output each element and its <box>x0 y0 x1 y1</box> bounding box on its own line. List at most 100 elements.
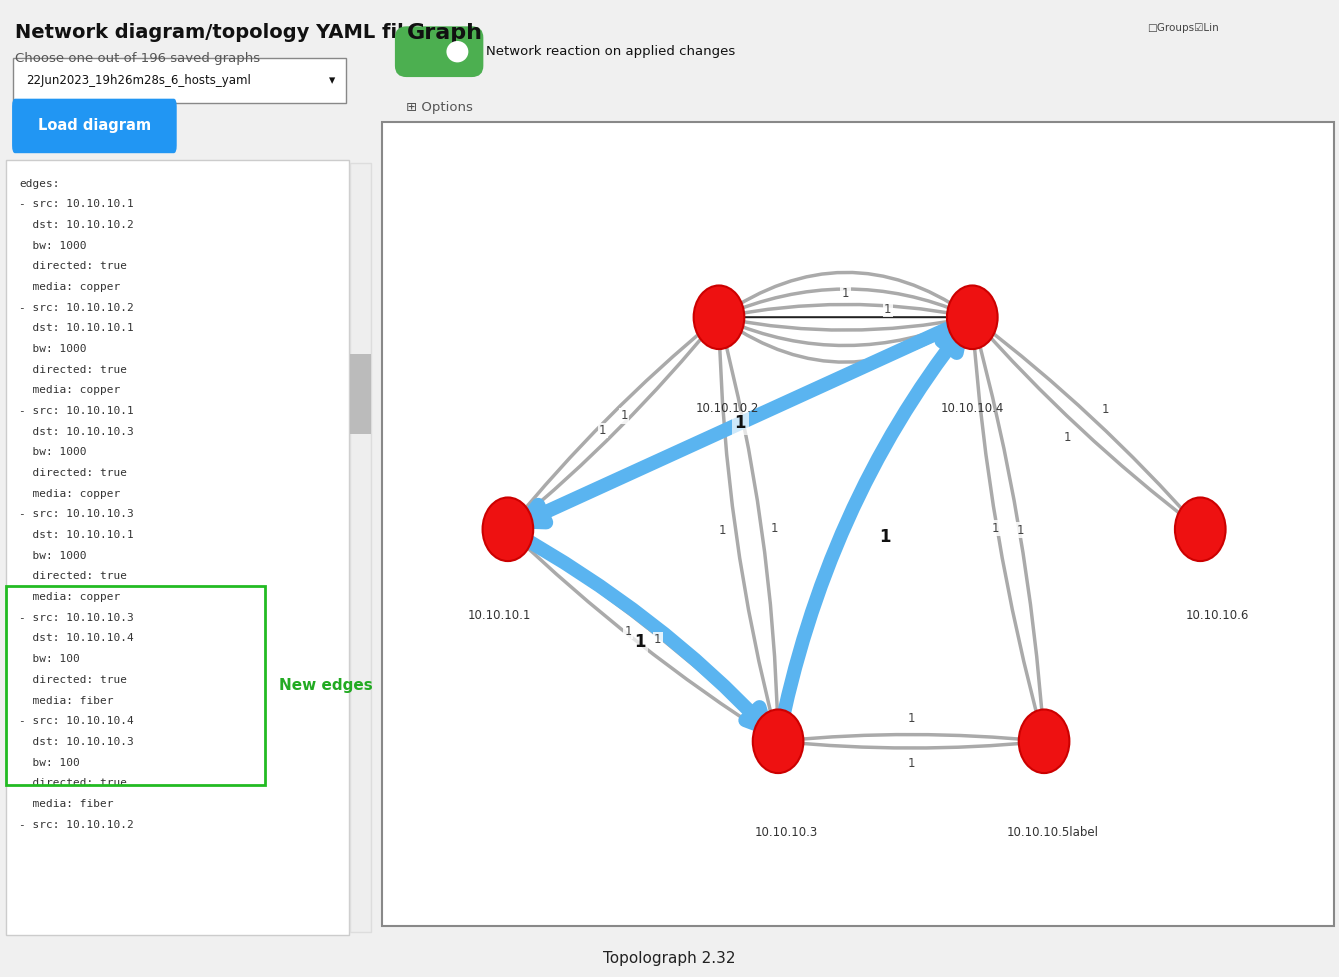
Circle shape <box>1019 709 1070 773</box>
Text: dst: 10.10.10.2: dst: 10.10.10.2 <box>19 220 134 230</box>
Text: 1: 1 <box>599 424 607 437</box>
FancyArrowPatch shape <box>525 319 969 523</box>
Text: 10.10.10.5label: 10.10.10.5label <box>1007 827 1098 839</box>
Circle shape <box>753 709 803 773</box>
Text: media: fiber: media: fiber <box>19 799 114 809</box>
FancyArrowPatch shape <box>510 321 714 528</box>
FancyArrowPatch shape <box>722 289 967 317</box>
FancyBboxPatch shape <box>5 160 349 935</box>
FancyBboxPatch shape <box>351 162 371 932</box>
FancyBboxPatch shape <box>383 122 1334 926</box>
Text: dst: 10.10.10.3: dst: 10.10.10.3 <box>19 427 134 437</box>
Text: Topolograph 2.32: Topolograph 2.32 <box>604 951 735 966</box>
FancyArrowPatch shape <box>778 332 961 739</box>
Text: 22Jun2023_19h26m28s_6_hosts_yaml: 22Jun2023_19h26m28s_6_hosts_yaml <box>27 74 252 87</box>
FancyArrowPatch shape <box>715 324 778 739</box>
Text: - src: 10.10.10.2: - src: 10.10.10.2 <box>19 820 134 829</box>
FancyArrowPatch shape <box>726 319 969 346</box>
Text: 1: 1 <box>653 633 661 646</box>
FancyArrowPatch shape <box>722 273 967 316</box>
Text: 1: 1 <box>620 409 628 422</box>
Text: dst: 10.10.10.4: dst: 10.10.10.4 <box>19 633 134 644</box>
Text: 1: 1 <box>884 303 892 316</box>
Text: edges:: edges: <box>19 179 59 189</box>
Text: media: fiber: media: fiber <box>19 696 114 705</box>
FancyArrowPatch shape <box>973 319 1047 735</box>
Text: ⊞ Options: ⊞ Options <box>407 101 473 113</box>
FancyArrowPatch shape <box>513 319 718 525</box>
Text: - src: 10.10.10.3: - src: 10.10.10.3 <box>19 613 134 622</box>
FancyArrowPatch shape <box>781 739 1038 748</box>
Text: dst: 10.10.10.3: dst: 10.10.10.3 <box>19 737 134 746</box>
Text: 10.10.10.4: 10.10.10.4 <box>940 403 1004 415</box>
Text: directed: true: directed: true <box>19 261 127 272</box>
Text: - src: 10.10.10.4: - src: 10.10.10.4 <box>19 716 134 726</box>
Circle shape <box>694 285 744 349</box>
Text: 1: 1 <box>771 522 778 534</box>
Text: 10.10.10.3: 10.10.10.3 <box>755 827 818 839</box>
Text: 1: 1 <box>1063 431 1071 444</box>
Text: 10.10.10.2: 10.10.10.2 <box>696 403 759 415</box>
Text: - src: 10.10.10.1: - src: 10.10.10.1 <box>19 199 134 209</box>
Text: Network reaction on applied changes: Network reaction on applied changes <box>486 45 735 59</box>
FancyArrowPatch shape <box>514 532 777 740</box>
Circle shape <box>947 285 998 349</box>
Text: media: copper: media: copper <box>19 488 121 498</box>
Text: ▾: ▾ <box>329 74 335 87</box>
Text: directed: true: directed: true <box>19 675 127 685</box>
Text: bw: 1000: bw: 1000 <box>19 551 87 561</box>
Text: media: copper: media: copper <box>19 282 121 292</box>
FancyBboxPatch shape <box>12 99 177 153</box>
Text: - src: 10.10.10.3: - src: 10.10.10.3 <box>19 509 134 520</box>
FancyArrowPatch shape <box>973 319 1194 526</box>
Text: bw: 100: bw: 100 <box>19 655 79 664</box>
Text: bw: 1000: bw: 1000 <box>19 447 87 457</box>
Text: 1: 1 <box>880 528 890 545</box>
FancyBboxPatch shape <box>13 59 345 104</box>
Text: bw: 100: bw: 100 <box>19 757 79 768</box>
Text: directed: true: directed: true <box>19 779 127 788</box>
Text: Network diagram/topology YAML file: Network diagram/topology YAML file <box>15 23 418 42</box>
Text: dst: 10.10.10.1: dst: 10.10.10.1 <box>19 323 134 333</box>
FancyBboxPatch shape <box>395 26 483 77</box>
Text: 1: 1 <box>908 757 915 770</box>
Text: Choose one out of 196 saved graphs: Choose one out of 196 saved graphs <box>15 52 260 64</box>
FancyArrowPatch shape <box>722 305 965 319</box>
FancyArrowPatch shape <box>722 315 968 320</box>
FancyArrowPatch shape <box>726 317 969 330</box>
Text: Graph: Graph <box>407 23 482 44</box>
Text: - src: 10.10.10.1: - src: 10.10.10.1 <box>19 406 134 416</box>
Circle shape <box>446 41 469 63</box>
FancyArrowPatch shape <box>969 324 1043 739</box>
Text: - src: 10.10.10.2: - src: 10.10.10.2 <box>19 303 134 313</box>
Text: 1: 1 <box>1018 524 1024 537</box>
Text: bw: 1000: bw: 1000 <box>19 344 87 354</box>
Text: 1: 1 <box>842 287 849 300</box>
Text: media: copper: media: copper <box>19 385 121 396</box>
Text: 1: 1 <box>1102 403 1109 415</box>
FancyArrowPatch shape <box>510 531 766 728</box>
FancyArrowPatch shape <box>785 735 1042 744</box>
Text: New edges: New edges <box>280 678 374 693</box>
Text: media: copper: media: copper <box>19 592 121 602</box>
Text: 1: 1 <box>992 522 999 534</box>
FancyArrowPatch shape <box>724 319 969 362</box>
FancyArrowPatch shape <box>719 319 782 735</box>
Text: Load diagram: Load diagram <box>37 118 151 134</box>
Text: directed: true: directed: true <box>19 364 127 374</box>
FancyArrowPatch shape <box>977 321 1198 528</box>
Text: 1: 1 <box>908 712 915 726</box>
Text: directed: true: directed: true <box>19 572 127 581</box>
Text: directed: true: directed: true <box>19 468 127 478</box>
Text: dst: 10.10.10.1: dst: 10.10.10.1 <box>19 531 134 540</box>
FancyArrowPatch shape <box>723 315 969 320</box>
FancyArrowPatch shape <box>510 531 773 738</box>
Text: 10.10.10.1: 10.10.10.1 <box>467 609 532 621</box>
Text: 1: 1 <box>719 524 726 537</box>
Text: 1: 1 <box>734 414 746 432</box>
Circle shape <box>482 497 533 561</box>
Text: 10.10.10.6: 10.10.10.6 <box>1185 609 1249 621</box>
Text: □Groups☑Lin: □Groups☑Lin <box>1146 23 1218 33</box>
FancyBboxPatch shape <box>351 354 371 435</box>
Text: bw: 1000: bw: 1000 <box>19 240 87 251</box>
